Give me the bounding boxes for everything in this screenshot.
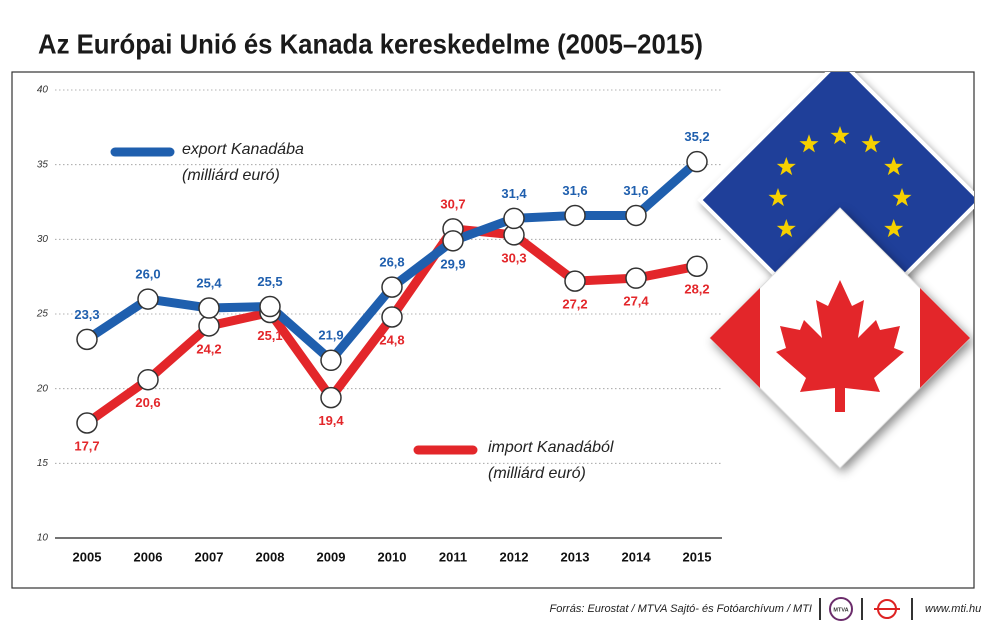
data-point	[686, 150, 708, 173]
data-label: 27,4	[623, 294, 649, 309]
data-point	[320, 349, 342, 372]
data-label: 20,6	[135, 395, 160, 410]
data-point	[503, 207, 525, 230]
legend-unit: (milliárd euró)	[488, 465, 586, 482]
data-point	[564, 204, 586, 227]
logo: MTVA	[833, 607, 848, 613]
data-point	[76, 328, 98, 351]
data-point	[625, 267, 647, 289]
x-tick-label: 2009	[317, 549, 346, 564]
data-point	[137, 288, 159, 310]
data-point	[320, 386, 342, 409]
data-label: 30,7	[440, 196, 465, 211]
logo-circle	[829, 597, 853, 621]
data-label: 21,9	[318, 328, 343, 343]
data-point	[76, 412, 98, 434]
y-tick-label: 20	[36, 383, 49, 394]
x-tick-label: 2006	[134, 549, 163, 564]
chart-title: Az Európai Unió és Kanada kereskedelme (…	[38, 28, 703, 59]
data-label: 35,2	[684, 129, 709, 144]
url: www.mti.hu	[925, 603, 981, 615]
maple-leaf	[776, 280, 904, 412]
data-point	[259, 295, 281, 318]
x-tick-label: 2005	[73, 549, 102, 564]
x-tick-label: 2013	[561, 549, 590, 564]
data-point	[137, 368, 159, 391]
data-point	[564, 270, 586, 292]
legend-label: import Kanadából	[488, 439, 614, 456]
data-label: 25,1	[257, 328, 282, 343]
legend-label: export Kanadába	[182, 141, 304, 158]
legend-unit: (milliárd euró)	[182, 167, 280, 184]
data-point	[686, 255, 708, 277]
data-label: 25,5	[257, 274, 282, 289]
y-tick-label: 25	[36, 309, 49, 320]
data-point	[198, 297, 220, 319]
x-tick-label: 2008	[256, 549, 285, 564]
data-point	[198, 315, 220, 337]
x-tick-label: 2007	[195, 549, 224, 564]
data-label: 23,3	[74, 307, 99, 322]
y-tick-label: 35	[37, 159, 49, 170]
data-label: 26,0	[135, 267, 160, 282]
data-label: 25,4	[196, 275, 222, 290]
data-label: 26,8	[379, 255, 404, 270]
data-label: 24,8	[379, 332, 404, 347]
flags	[697, 72, 974, 469]
source: Forrás: Eurostat / MTVA Sajtó- és Fotóar…	[550, 603, 812, 615]
data-label: 17,7	[74, 438, 99, 453]
x-tick-label: 2010	[378, 549, 407, 564]
data-point	[625, 204, 647, 227]
y-tick-label: 10	[37, 533, 49, 544]
y-tick-label: 40	[37, 85, 49, 96]
data-label: 31,6	[562, 183, 587, 198]
x-tick-label: 2012	[500, 549, 529, 564]
canada-band-right	[920, 288, 970, 388]
data-point	[381, 276, 403, 298]
x-tick-label: 2014	[622, 549, 652, 564]
data-label: 27,2	[562, 297, 587, 312]
canada-band-left	[710, 288, 760, 388]
y-tick-label: 15	[37, 458, 49, 469]
data-label: 28,2	[684, 282, 709, 297]
x-tick-label: 2015	[683, 549, 712, 564]
data-point	[381, 306, 403, 328]
data-label: 24,2	[196, 341, 221, 356]
x-tick-label: 2011	[439, 549, 467, 564]
y-tick-label: 30	[37, 234, 49, 245]
data-label: 19,4	[318, 413, 344, 428]
data-label: 31,6	[623, 183, 648, 198]
data-label: 29,9	[440, 256, 465, 271]
data-label: 30,3	[501, 250, 526, 265]
data-point	[442, 230, 464, 252]
data-label: 31,4	[501, 186, 527, 201]
